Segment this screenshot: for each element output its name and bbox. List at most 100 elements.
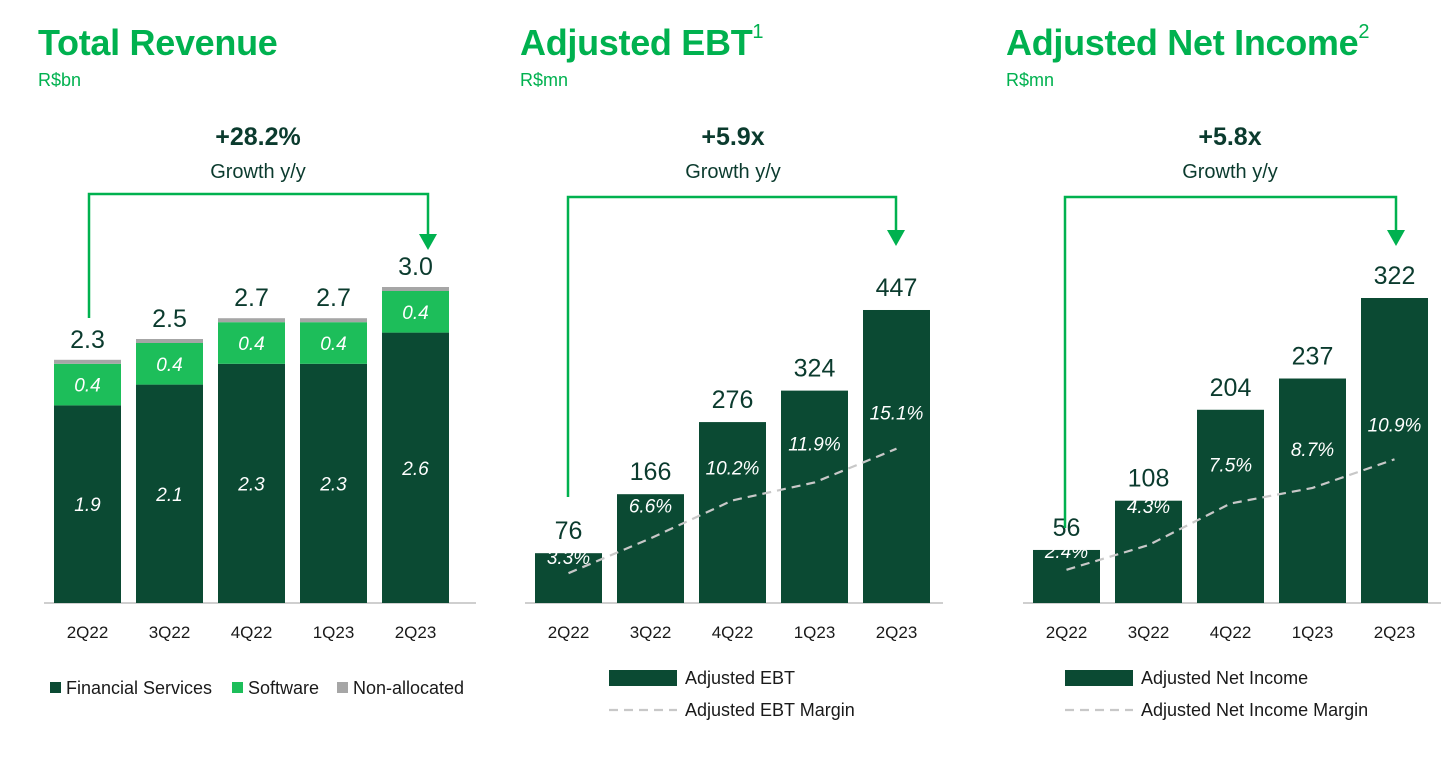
ebt-margin-line — [568, 447, 897, 575]
category-label: 2Q22 — [67, 623, 109, 642]
bar-non-allocated — [382, 287, 449, 291]
category-label: 3Q22 — [149, 623, 191, 642]
growth-arrow-line — [87, 192, 430, 318]
bar-net-income — [1033, 549, 1100, 603]
ebt-value-label: 324 — [794, 355, 836, 383]
ebt-margin-label: 15.1% — [870, 404, 924, 425]
total-label: 2.5 — [152, 305, 187, 333]
bar-financial-services — [136, 384, 203, 603]
legend-label: Adjusted Net Income Margin — [1141, 700, 1368, 720]
ebt-value-label: 166 — [630, 458, 672, 486]
bar-net-income — [1361, 298, 1428, 603]
net-income-margin-label: 2.4% — [1044, 542, 1088, 563]
software-label: 0.4 — [74, 376, 100, 397]
legend-swatch — [232, 682, 243, 693]
net-income-value-label: 108 — [1128, 465, 1170, 493]
legend-swatch — [337, 682, 348, 693]
bar-ebt — [781, 390, 848, 603]
revenue-growth-label: Growth y/y — [210, 161, 306, 183]
ebt-growth-value: +5.9x — [701, 123, 764, 151]
category-label: 4Q22 — [712, 623, 754, 642]
net-income-value-label: 56 — [1053, 514, 1081, 542]
total-label: 2.3 — [70, 326, 105, 354]
net-income-value-label: 237 — [1292, 343, 1334, 371]
legend-label: Financial Services — [66, 678, 212, 698]
ebt-growth-label: Growth y/y — [685, 161, 781, 183]
category-label: 2Q22 — [548, 623, 590, 642]
legend-swatch — [50, 682, 61, 693]
bar-software — [136, 343, 203, 385]
total-label: 2.7 — [316, 284, 351, 312]
net-income-margin-label: 7.5% — [1209, 456, 1252, 477]
legend-swatch-bar — [1065, 670, 1133, 686]
category-label: 1Q23 — [313, 623, 355, 642]
bar-financial-services — [218, 363, 285, 603]
bar-software — [54, 363, 121, 406]
ebt-margin-label: 11.9% — [788, 434, 841, 455]
bar-ebt — [535, 553, 602, 603]
total-label: 3.0 — [398, 253, 433, 281]
category-label: 4Q22 — [1210, 623, 1252, 642]
adjusted-ebt-title: Adjusted EBT1 — [520, 21, 764, 63]
ebt-value-label: 276 — [712, 386, 754, 414]
growth-arrow-line — [566, 195, 898, 497]
net-income-growth-value: +5.8x — [1198, 123, 1261, 151]
revenue-growth-value: +28.2% — [215, 123, 301, 151]
adjusted-ebt-unit: R$mn — [520, 70, 569, 90]
footnote-marker: 1 — [752, 21, 764, 43]
total-revenue-title: Total Revenue — [38, 22, 278, 63]
financial-services-label: 2.1 — [155, 485, 182, 506]
software-label: 0.4 — [320, 334, 346, 355]
bar-software — [300, 322, 367, 364]
bar-ebt — [699, 422, 766, 603]
ebt-margin-label: 6.6% — [629, 496, 672, 517]
software-label: 0.4 — [402, 303, 428, 324]
financial-services-label: 1.9 — [74, 495, 101, 516]
net-income-value-label: 204 — [1210, 374, 1252, 402]
growth-arrow-line — [1063, 195, 1398, 528]
bar-software — [218, 322, 285, 364]
ebt-value-label: 447 — [876, 274, 918, 302]
net-income-growth-label: Growth y/y — [1182, 161, 1278, 183]
growth-arrow-head — [419, 234, 437, 250]
category-label: 3Q22 — [1128, 623, 1170, 642]
net-income-margin-line — [1066, 458, 1395, 571]
category-label: 2Q22 — [1046, 623, 1088, 642]
software-label: 0.4 — [238, 334, 264, 355]
bar-financial-services — [300, 363, 367, 603]
bar-non-allocated — [136, 339, 203, 343]
legend-label: Adjusted EBT Margin — [685, 700, 855, 720]
legend-label: Software — [248, 678, 319, 698]
bar-non-allocated — [54, 359, 121, 364]
total-label: 2.7 — [234, 284, 269, 312]
financial-services-label: 2.6 — [401, 459, 429, 480]
ebt-margin-label: 10.2% — [706, 458, 760, 479]
bar-financial-services — [54, 405, 121, 603]
bar-financial-services — [382, 332, 449, 603]
financial-services-label: 2.3 — [319, 474, 347, 495]
legend-label: Non-allocated — [353, 678, 464, 698]
net-income-margin-label: 8.7% — [1291, 440, 1334, 461]
category-label: 3Q22 — [630, 623, 672, 642]
ebt-margin-label: 3.3% — [547, 548, 590, 569]
legend-label: Adjusted Net Income — [1141, 668, 1308, 688]
category-label: 2Q23 — [395, 623, 437, 642]
footnote-marker: 2 — [1358, 21, 1370, 43]
net-income-margin-label: 4.3% — [1127, 497, 1170, 518]
adjusted-net-income-title: Adjusted Net Income2 — [1006, 21, 1370, 63]
bar-net-income — [1279, 378, 1346, 603]
bar-non-allocated — [218, 318, 285, 323]
net-income-margin-label: 10.9% — [1368, 415, 1422, 436]
category-label: 1Q23 — [794, 623, 836, 642]
financial-services-label: 2.3 — [237, 474, 265, 495]
adjusted-net-income-unit: R$mn — [1006, 70, 1055, 90]
software-label: 0.4 — [156, 355, 182, 376]
bar-non-allocated — [300, 318, 367, 323]
growth-arrow-head — [887, 230, 905, 246]
category-label: 1Q23 — [1292, 623, 1334, 642]
growth-arrow-head — [1387, 230, 1405, 246]
net-income-value-label: 322 — [1374, 262, 1416, 290]
bar-software — [382, 291, 449, 333]
